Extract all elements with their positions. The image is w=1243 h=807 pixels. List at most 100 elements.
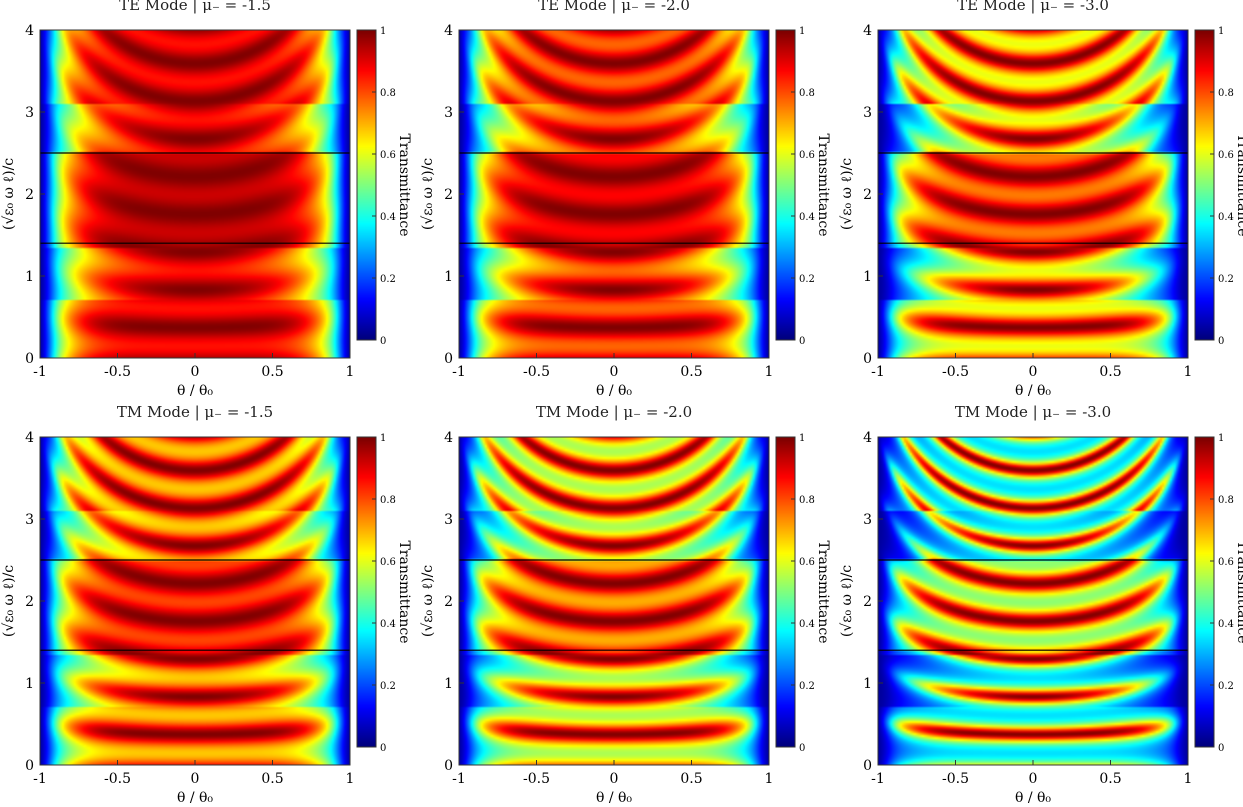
y-tick-label: 0 <box>25 351 34 367</box>
y-tick-label: 3 <box>444 512 453 528</box>
y-tick-label: 4 <box>863 430 872 446</box>
colorbar-frame <box>1194 436 1215 748</box>
plot-frame <box>39 436 351 766</box>
y-tick-label: 1 <box>444 269 453 285</box>
panel-title: TE Mode | μ₋ = -3.0 <box>957 0 1109 14</box>
colorbar-tick-label: 0.4 <box>799 212 815 223</box>
x-tick-label: -0.5 <box>523 771 550 787</box>
panel-title: TM Mode | μ₋ = -2.0 <box>535 403 693 421</box>
y-tick-label: 0 <box>444 351 453 367</box>
y-tick-label: 3 <box>863 105 872 121</box>
colorbar-frame <box>356 436 377 748</box>
x-tick-label: 0.5 <box>680 771 702 787</box>
colorbar-frame <box>1194 29 1215 341</box>
heatmap-panel: TE Mode | μ₋ = -3.0 -1 -0.5 0 0.5 1 0 1 2 3 4 0 0.2 0… <box>838 0 1243 400</box>
x-tick-label: 0.5 <box>1099 771 1121 787</box>
colorbar-tick-label: 0.2 <box>799 274 815 285</box>
colorbar-tick-label: 0.6 <box>380 150 396 161</box>
heatmap-image <box>878 437 1188 765</box>
x-tick-label: 1 <box>346 771 355 787</box>
y-tick-label: 1 <box>444 676 453 692</box>
x-tick-label: 0.5 <box>1099 364 1121 380</box>
y-tick-label: 3 <box>863 512 872 528</box>
colorbar-tick-label: 0 <box>799 336 805 347</box>
colorbar-label: Transmittance <box>815 133 831 236</box>
x-axis-label: θ / θ₀ <box>177 383 213 399</box>
y-axis-label: (√ε₀ ω ℓ)/c <box>839 158 855 230</box>
colorbar-tick-label: 0.2 <box>1218 274 1234 285</box>
colorbar-tick-label: 0.6 <box>1218 557 1234 568</box>
colorbar-label: Transmittance <box>1234 133 1243 236</box>
x-tick-label: 1 <box>765 771 774 787</box>
y-tick-label: 2 <box>863 187 872 203</box>
colorbar-tick-label: 0.8 <box>380 88 396 99</box>
y-tick-label: 0 <box>444 758 453 774</box>
axes-overlay: -1 -0.5 0 0.5 1 0 1 2 3 4 0 0.2 0.4 0.6 0.8 1 θ / θ₀ (√ε₀… <box>420 23 831 399</box>
y-tick-label: 2 <box>444 187 453 203</box>
colorbar-tick-label: 0.4 <box>1218 212 1234 223</box>
axes-overlay: -1 -0.5 0 0.5 1 0 1 2 3 4 0 0.2 0.4 0.6 0.8 1 θ / θ₀ (√ε₀… <box>420 430 831 806</box>
y-tick-label: 3 <box>444 105 453 121</box>
y-tick-label: 3 <box>25 105 34 121</box>
axes-overlay: -1 -0.5 0 0.5 1 0 1 2 3 4 0 0.2 0.4 0.6 0.8 1 θ / θ₀ (√ε₀… <box>839 23 1243 399</box>
x-axis-label: θ / θ₀ <box>596 383 632 399</box>
colorbar-tick-label: 0.2 <box>799 681 815 692</box>
y-tick-label: 1 <box>25 676 34 692</box>
colorbar-tick-label: 0.8 <box>1218 495 1234 506</box>
axes-overlay: -1 -0.5 0 0.5 1 0 1 2 3 4 0 0.2 0.4 0.6 0.8 1 θ / θ₀ (√ε₀… <box>1 23 412 399</box>
x-tick-label: 0 <box>1029 364 1038 380</box>
x-tick-label: -0.5 <box>104 771 131 787</box>
colorbar-tick-label: 1 <box>799 433 805 444</box>
colorbar-tick-label: 1 <box>1218 26 1224 37</box>
axes-overlay: -1 -0.5 0 0.5 1 0 1 2 3 4 0 0.2 0.4 0.6 0.8 1 θ / θ₀ (√ε₀… <box>839 430 1243 806</box>
y-tick-label: 0 <box>863 351 872 367</box>
y-tick-label: 2 <box>25 594 34 610</box>
x-tick-label: -1 <box>33 364 47 380</box>
y-tick-label: 4 <box>863 23 872 39</box>
y-tick-label: 1 <box>863 676 872 692</box>
colorbar-tick-label: 1 <box>1218 433 1224 444</box>
colorbar-tick-label: 0.8 <box>1218 88 1234 99</box>
colorbar <box>357 30 376 340</box>
colorbar-tick-label: 0.8 <box>380 495 396 506</box>
x-tick-label: -0.5 <box>942 364 969 380</box>
colorbar-tick-label: 0.6 <box>799 150 815 161</box>
x-tick-label: -0.5 <box>942 771 969 787</box>
x-tick-label: -1 <box>452 364 466 380</box>
y-tick-label: 0 <box>25 758 34 774</box>
heatmap-panel: TM Mode | μ₋ = -1.5 -1 -0.5 0 0.5 1 0 1 2 3 4 0 0.2 0… <box>0 403 412 807</box>
y-tick-label: 3 <box>25 512 34 528</box>
colorbar-label: Transmittance <box>396 133 412 236</box>
x-tick-label: 0.5 <box>261 364 283 380</box>
y-axis-label: (√ε₀ ω ℓ)/c <box>420 565 436 637</box>
colorbar-frame <box>356 29 377 341</box>
x-tick-label: 1 <box>1184 771 1193 787</box>
colorbar-label: Transmittance <box>815 540 831 643</box>
colorbar-tick-label: 0 <box>799 743 805 754</box>
y-axis-label: (√ε₀ ω ℓ)/c <box>420 158 436 230</box>
y-tick-label: 0 <box>863 758 872 774</box>
colorbar-tick-label: 0.6 <box>1218 150 1234 161</box>
plot-frame <box>458 29 770 359</box>
y-axis-label: (√ε₀ ω ℓ)/c <box>1 158 17 230</box>
heatmap-image <box>40 437 350 765</box>
heatmap-image <box>40 30 350 358</box>
colorbar-tick-label: 0 <box>1218 743 1224 754</box>
heatmap-panel: TE Mode | μ₋ = -1.5 -1 -0.5 0 0.5 1 0 1 2 3 4 0 0.2 0… <box>0 0 412 400</box>
colorbar-tick-label: 0 <box>1218 336 1224 347</box>
colorbar-tick-label: 0.4 <box>380 212 396 223</box>
y-tick-label: 2 <box>444 594 453 610</box>
colorbar-tick-label: 0.8 <box>799 88 815 99</box>
x-axis-label: θ / θ₀ <box>596 790 632 806</box>
plot-frame <box>877 29 1189 359</box>
heatmap-panel: TM Mode | μ₋ = -3.0 -1 -0.5 0 0.5 1 0 1 2 3 4 0 0.2 0… <box>838 403 1243 807</box>
x-axis-label: θ / θ₀ <box>1015 383 1051 399</box>
x-tick-label: -0.5 <box>104 364 131 380</box>
plot-frame <box>39 29 351 359</box>
colorbar-tick-label: 1 <box>799 26 805 37</box>
colorbar <box>1195 30 1214 340</box>
colorbar <box>357 437 376 747</box>
heatmap-image <box>459 30 769 358</box>
x-tick-label: -1 <box>871 364 885 380</box>
x-tick-label: 0 <box>610 364 619 380</box>
